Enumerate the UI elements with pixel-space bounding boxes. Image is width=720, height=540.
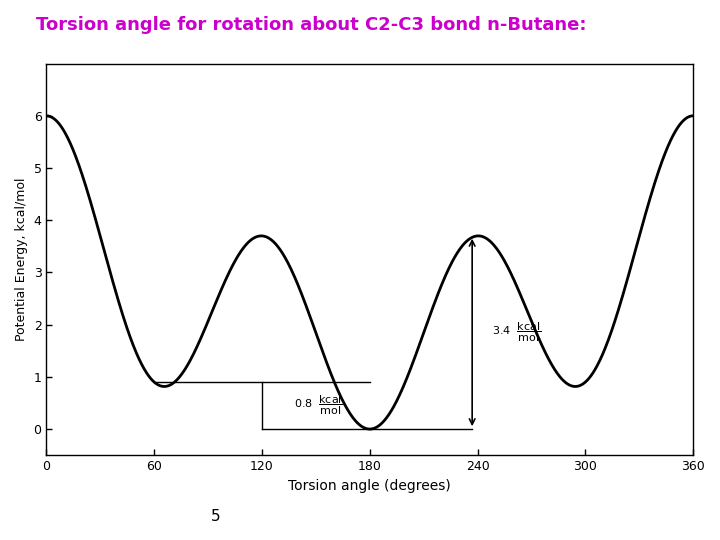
Y-axis label: Potential Energy, kcal/mol: Potential Energy, kcal/mol <box>15 178 28 341</box>
Text: 0.8  $\dfrac{\mathregular{kcal}}{\mathregular{mol}}$: 0.8 $\dfrac{\mathregular{kcal}}{\mathreg… <box>294 394 343 417</box>
Text: 5: 5 <box>211 509 221 524</box>
X-axis label: Torsion angle (degrees): Torsion angle (degrees) <box>289 478 451 492</box>
Text: Torsion angle for rotation about C2-C3 bond n-Butane:: Torsion angle for rotation about C2-C3 b… <box>36 16 587 34</box>
Text: 3.4  $\dfrac{\mathregular{kcal}}{\mathregular{mol}}$: 3.4 $\dfrac{\mathregular{kcal}}{\mathreg… <box>492 321 541 344</box>
